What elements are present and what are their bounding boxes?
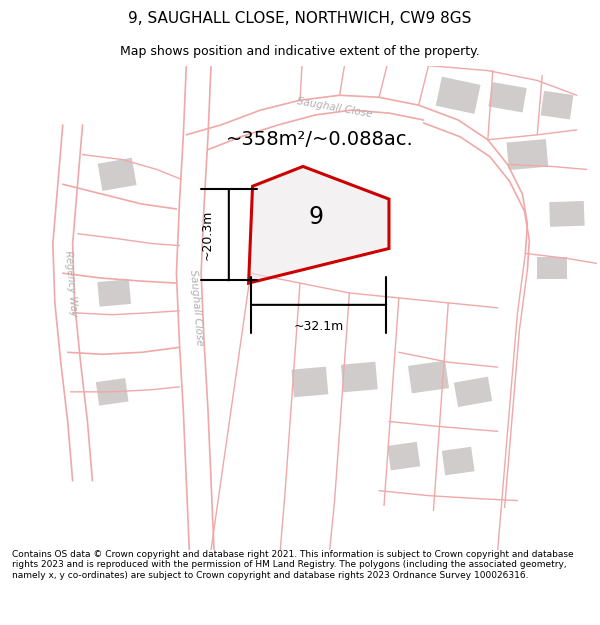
Text: ~358m²/~0.088ac.: ~358m²/~0.088ac. <box>226 130 413 149</box>
Text: ~20.3m: ~20.3m <box>200 209 214 260</box>
Polygon shape <box>248 166 389 283</box>
Polygon shape <box>292 367 328 398</box>
Text: 9: 9 <box>309 204 324 229</box>
Polygon shape <box>541 91 574 119</box>
Polygon shape <box>442 447 475 476</box>
Text: Contains OS data © Crown copyright and database right 2021. This information is : Contains OS data © Crown copyright and d… <box>12 550 574 580</box>
Text: Saughall Close: Saughall Close <box>296 97 373 120</box>
Text: ~32.1m: ~32.1m <box>293 320 344 333</box>
Text: Regency Way: Regency Way <box>63 249 79 316</box>
Text: 9, SAUGHALL CLOSE, NORTHWICH, CW9 8GS: 9, SAUGHALL CLOSE, NORTHWICH, CW9 8GS <box>128 11 472 26</box>
Text: Saughall Close: Saughall Close <box>188 269 205 346</box>
Polygon shape <box>549 201 584 227</box>
Polygon shape <box>436 77 481 114</box>
Polygon shape <box>388 442 420 471</box>
Polygon shape <box>98 158 137 191</box>
Polygon shape <box>341 362 378 392</box>
Polygon shape <box>97 279 131 307</box>
Text: Map shows position and indicative extent of the property.: Map shows position and indicative extent… <box>120 45 480 58</box>
Polygon shape <box>408 361 449 393</box>
Polygon shape <box>506 139 548 170</box>
Polygon shape <box>488 82 527 112</box>
Polygon shape <box>96 378 128 406</box>
Polygon shape <box>537 258 567 279</box>
Polygon shape <box>454 377 492 407</box>
